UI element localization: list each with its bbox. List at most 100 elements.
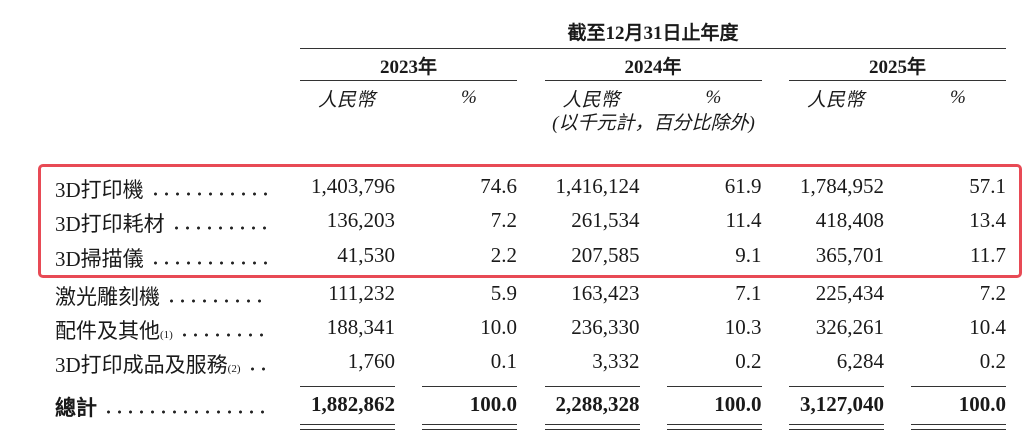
dot-leader: [103, 409, 267, 415]
highlight-box: [38, 164, 1022, 278]
dot-leader: [149, 191, 267, 197]
currency-header: 人民幣: [318, 90, 376, 111]
cell-value: 7.2: [979, 281, 1006, 305]
total-double-rule: [666, 429, 762, 430]
cell-value: 261,534: [571, 208, 640, 232]
year-header: 2024年: [624, 57, 682, 78]
cell-value: 1,882,862: [311, 392, 395, 416]
cell-value: 236,330: [571, 315, 640, 339]
year-header: 2025年: [868, 57, 926, 78]
total-rule: [300, 386, 395, 387]
label-text: 配件及其他: [55, 319, 160, 343]
period-header: 截至12月31日止年度: [567, 23, 739, 44]
label-text: 總計: [55, 396, 97, 420]
total-double-rule: [544, 424, 640, 425]
year-rule: [300, 80, 517, 81]
cell-value: 13.4: [969, 208, 1006, 232]
cell-value: 1,760: [347, 349, 395, 373]
cell-value: 100.0: [714, 392, 762, 416]
dot-leader: [178, 332, 267, 338]
cell-value: 225,434: [815, 281, 884, 305]
row-label: 3D打印成品及服務 (2): [55, 349, 267, 379]
cell-value: 136,203: [326, 208, 395, 232]
cell-value: 163,423: [571, 281, 640, 305]
cell-value: 100.0: [469, 392, 517, 416]
cell-value: 10.3: [724, 315, 762, 339]
percent-header: %: [705, 87, 722, 108]
year-rule: [789, 80, 1006, 81]
cell-value: 9.1: [735, 243, 762, 267]
cell-value: 5.9: [490, 281, 517, 305]
total-double-rule: [666, 424, 762, 425]
cell-value: 2,288,328: [555, 392, 640, 416]
total-double-rule: [544, 429, 640, 430]
cell-value: 11.4: [725, 208, 762, 232]
total-rule: [422, 386, 517, 387]
cell-value: 111,232: [328, 281, 395, 305]
header-rule: [300, 48, 1006, 49]
row-label: 3D打印機: [55, 174, 267, 204]
dot-leader: [149, 260, 267, 266]
cell-value: 0.2: [735, 349, 762, 373]
cell-value: 365,701: [815, 243, 884, 267]
cell-value: 57.1: [969, 174, 1006, 198]
cell-value: 1,784,952: [800, 174, 884, 198]
cell-value: 3,127,040: [800, 392, 884, 416]
row-label: 配件及其他 (1): [55, 315, 267, 345]
total-double-rule: [300, 424, 395, 425]
footnote-ref: (2): [227, 363, 241, 375]
total-double-rule: [789, 429, 884, 430]
row-label: 3D打印耗材: [55, 208, 267, 238]
cell-value: 7.2: [490, 208, 517, 232]
year-rule: [544, 80, 762, 81]
total-rule: [789, 386, 884, 387]
label-text: 激光雕刻機: [55, 285, 160, 309]
total-double-rule: [300, 429, 395, 430]
year-header: 2023年: [379, 57, 437, 78]
cell-value: 207,585: [571, 243, 640, 267]
cell-value: 7.1: [735, 281, 762, 305]
label-text: 3D打印成品及服務: [55, 353, 228, 377]
unit-note: (以千元計，百分比除外): [552, 113, 755, 134]
currency-header: 人民幣: [807, 90, 865, 111]
cell-value: 74.6: [480, 174, 517, 198]
row-label: 總計: [55, 392, 267, 422]
currency-header: 人民幣: [562, 90, 620, 111]
total-double-rule: [422, 424, 517, 425]
cell-value: 41,530: [337, 243, 395, 267]
label-text: 3D打印機: [55, 178, 144, 202]
cell-value: 326,261: [815, 315, 884, 339]
cell-value: 2.2: [490, 243, 517, 267]
label-text: 3D掃描儀: [55, 247, 144, 271]
cell-value: 100.0: [958, 392, 1006, 416]
total-rule: [666, 386, 762, 387]
cell-value: 1,416,124: [555, 174, 640, 198]
row-label: 激光雕刻機: [55, 281, 267, 311]
cell-value: 10.0: [480, 315, 517, 339]
total-double-rule: [789, 424, 884, 425]
cell-value: 3,332: [592, 349, 640, 373]
cell-value: 1,403,796: [311, 174, 395, 198]
total-rule: [911, 386, 1006, 387]
dot-leader: [166, 298, 267, 304]
total-double-rule: [911, 429, 1006, 430]
footnote-ref: (1): [160, 329, 173, 341]
dot-leader: [170, 225, 267, 231]
cell-value: 0.2: [979, 349, 1006, 373]
cell-value: 418,408: [815, 208, 884, 232]
row-label: 3D掃描儀: [55, 243, 267, 273]
cell-value: 61.9: [724, 174, 762, 198]
cell-value: 6,284: [836, 349, 884, 373]
cell-value: 11.7: [970, 243, 1006, 267]
total-rule: [544, 386, 640, 387]
total-double-rule: [422, 429, 517, 430]
percent-header: %: [950, 87, 966, 108]
cell-value: 10.4: [969, 315, 1006, 339]
cell-value: 188,341: [326, 315, 395, 339]
percent-header: %: [461, 87, 477, 108]
total-double-rule: [911, 424, 1006, 425]
label-text: 3D打印耗材: [55, 212, 165, 236]
dot-leader: [246, 366, 267, 372]
cell-value: 0.1: [490, 349, 517, 373]
